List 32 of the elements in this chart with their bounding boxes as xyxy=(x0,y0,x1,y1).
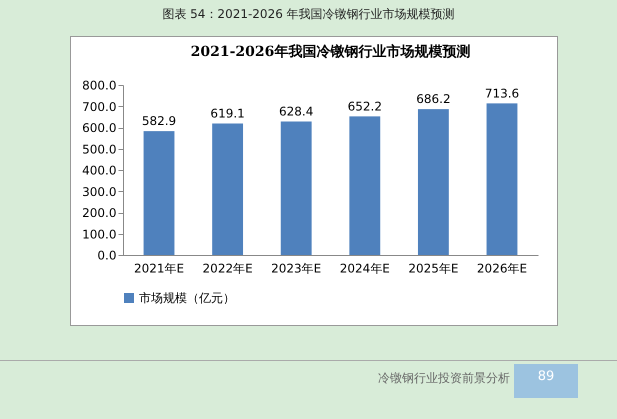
x-tick-label: 2025年E xyxy=(408,262,458,276)
data-label: 619.1 xyxy=(210,106,245,120)
bar xyxy=(212,123,244,255)
data-label: 713.6 xyxy=(484,86,520,100)
y-tick-label: 700.0 xyxy=(82,100,116,114)
text: 89 xyxy=(514,364,578,398)
y-tick-label: 100.0 xyxy=(82,227,116,242)
y-tick-label: 800.0 xyxy=(82,78,116,92)
bar xyxy=(280,121,312,255)
data-label: 628.4 xyxy=(279,104,314,118)
text: 冷镦钢行业投资前景分析 xyxy=(377,370,510,387)
y-tick-label: 500.0 xyxy=(82,142,116,156)
y-tick-label: 600.0 xyxy=(82,121,116,135)
x-tick-label: 2023年E xyxy=(271,262,322,276)
bar xyxy=(486,103,518,255)
legend-label: 市场规模（亿元） xyxy=(139,291,235,305)
x-tick-label: 2024年E xyxy=(340,262,390,276)
y-tick-label: 400.0 xyxy=(82,164,116,178)
x-tick-label: 2022年E xyxy=(202,262,253,276)
x-tick-label: 2021年E xyxy=(134,262,184,276)
x-tick-label: 2026年E xyxy=(476,262,528,276)
y-tick-label: 300.0 xyxy=(82,184,116,199)
chart-title: 2021-2026年我国冷镦钢行业市场规模预测 xyxy=(190,43,470,60)
y-tick-label: 0.0 xyxy=(97,248,116,262)
data-label: 582.9 xyxy=(142,114,176,128)
bar xyxy=(349,116,380,255)
bar xyxy=(418,109,449,255)
data-label: 652.2 xyxy=(348,99,382,114)
data-label: 686.2 xyxy=(416,92,451,106)
text: 图表 54：2021-2026 年我国冷镦钢行业市场规模预测 xyxy=(161,6,456,23)
y-tick-label: 200.0 xyxy=(82,206,116,220)
bar xyxy=(144,131,174,255)
